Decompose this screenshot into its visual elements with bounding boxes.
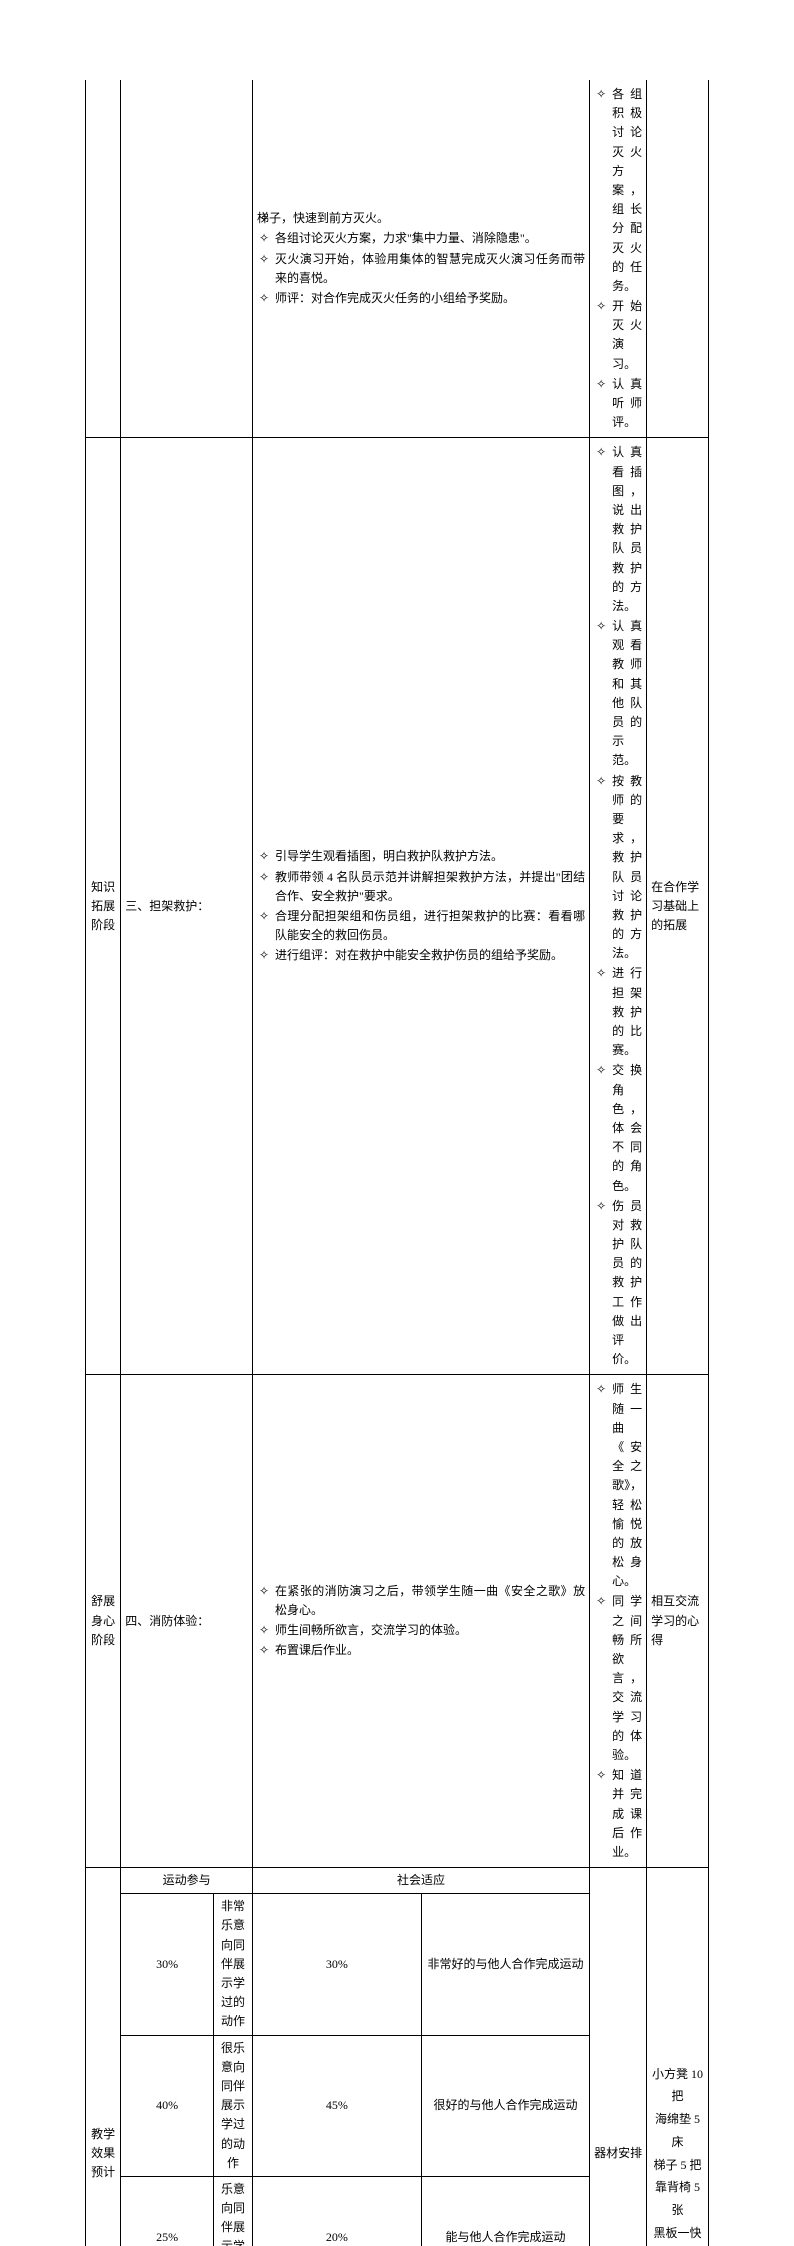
ex-c3-2: 合理分配担架组和伤员组，进行担架救护的比赛：看看哪队能安全的救回伤员。 xyxy=(275,907,585,945)
ef0-t1: 非常乐意向同伴展示学过的动作 xyxy=(213,1894,252,2035)
row-expand: 知识拓展阶段 三、担架救护： 引导学生观看插图，明白救护队救护方法。 教师带领 … xyxy=(86,438,709,1375)
ef2-p2: 20% xyxy=(253,2176,422,2246)
relax-student: 师生随一曲《安全之歌》，轻松愉悦的放松身心。 同学之间畅所欲言，交流学习的体验。… xyxy=(590,1375,647,1868)
expand-teacher: 引导学生观看插图，明白救护队救护方法。 教师带领 4 名队员示范并讲解担架救护方… xyxy=(253,438,590,1375)
relax-teacher: 在紧张的消防演习之后，带领学生随一曲《安全之歌》放松身心。 师生间畅所欲言，交流… xyxy=(253,1375,590,1868)
eq-3: 靠背椅 5 张 xyxy=(651,2176,704,2222)
prev-c3-1: 各组讨论灭火方案，力求"集中力量、消除隐患"。 xyxy=(275,229,585,248)
eq-4: 黑板一快 xyxy=(651,2222,704,2245)
ex-c4-5: 伤员对救护队员的救护工作做出评价。 xyxy=(612,1197,642,1370)
relax-stage: 舒展身心阶段 xyxy=(86,1375,121,1868)
effect-header-row: 教学效果预计 运动参与 社会适应 器材安排 小方凳 10 把 海绵垫 5 床 梯… xyxy=(86,1868,709,1894)
ex-c4-1: 认真观看教师和其他队员的示范。 xyxy=(612,617,642,771)
ex-c3-3: 进行组评：对在救护中能安全救护伤员的组给予奖励。 xyxy=(275,946,585,965)
ex-c3-1: 教师带领 4 名队员示范并讲解担架救护方法，并提出"团结合作、安全救护"要求。 xyxy=(275,868,585,906)
lesson-table: 梯子，快速到前方灭火。 各组讨论灭火方案，力求"集中力量、消除隐患"。 灭火演习… xyxy=(85,80,709,2246)
ef1-t1: 很乐意向同伴展示学过的动作 xyxy=(213,2035,252,2176)
ef1-p2: 45% xyxy=(253,2035,422,2176)
ex-c4-2: 按教师的要求，救护队员讨论救护的方法。 xyxy=(612,772,642,964)
rl-c4-0: 师生随一曲《安全之歌》，轻松愉悦的放松身心。 xyxy=(612,1380,642,1591)
ef1-t2: 很好的与他人合作完成运动 xyxy=(421,2035,589,2176)
prev-title xyxy=(121,80,253,438)
ef2-t2: 能与他人合作完成运动 xyxy=(421,2176,589,2246)
relax-title: 四、消防体验： xyxy=(121,1375,253,1868)
ex-c3-0: 引导学生观看插图，明白救护队救护方法。 xyxy=(275,847,585,866)
prev-c4-1: 开始灭火演习。 xyxy=(612,297,642,374)
ef2-t1: 乐意向同伴展示学过的动作 xyxy=(213,2176,252,2246)
prev-c3-3: 师评：对合作完成灭火任务的小组给予奖励。 xyxy=(275,289,585,308)
row-prev: 梯子，快速到前方灭火。 各组讨论灭火方案，力求"集中力量、消除隐患"。 灭火演习… xyxy=(86,80,709,438)
rl-c3-1: 师生间畅所欲言，交流学习的体验。 xyxy=(275,1621,585,1640)
prev-c4-2: 认真听师评。 xyxy=(612,375,642,433)
prev-teacher: 梯子，快速到前方灭火。 各组讨论灭火方案，力求"集中力量、消除隐患"。 灭火演习… xyxy=(253,80,590,438)
expand-note: 在合作学习基础上的拓展 xyxy=(647,438,709,1375)
ef2-p1: 25% xyxy=(121,2176,214,2246)
ef0-t2: 非常好的与他人合作完成运动 xyxy=(421,1894,589,2035)
prev-note xyxy=(647,80,709,438)
prev-c3-2: 灭火演习开始，体验用集体的智慧完成灭火演习任务而带来的喜悦。 xyxy=(275,250,585,288)
relax-note: 相互交流学习的心得 xyxy=(647,1375,709,1868)
page: 梯子，快速到前方灭火。 各组讨论灭火方案，力求"集中力量、消除隐患"。 灭火演习… xyxy=(0,0,794,1123)
eq-1: 海绵垫 5 床 xyxy=(651,2108,704,2154)
equipment-label: 器材安排 xyxy=(590,1868,647,2246)
ef0-p2: 30% xyxy=(253,1894,422,2035)
equipment-list: 小方凳 10 把 海绵垫 5 床 梯子 5 把 靠背椅 5 张 黑板一快 xyxy=(647,1868,709,2246)
rl-c4-2: 知道并完成课后作业。 xyxy=(612,1766,642,1862)
expand-title: 三、担架救护： xyxy=(121,438,253,1375)
expand-student: 认真看插图，说出救护队员救护的方法。 认真观看教师和其他队员的示范。 按教师的要… xyxy=(590,438,647,1375)
row-relax: 舒展身心阶段 四、消防体验： 在紧张的消防演习之后，带领学生随一曲《安全之歌》放… xyxy=(86,1375,709,1868)
rl-c3-2: 布置课后作业。 xyxy=(275,1641,585,1660)
prev-c3-0: 梯子，快速到前方灭火。 xyxy=(257,211,389,225)
effect-label: 教学效果预计 xyxy=(86,1868,121,2246)
effect-h-right: 社会适应 xyxy=(253,1868,590,1894)
prev-c4-0: 各组积极讨论灭火方案，组长分配灭火的任务。 xyxy=(612,85,642,296)
prev-stage xyxy=(86,80,121,438)
eq-0: 小方凳 10 把 xyxy=(651,2063,704,2109)
ef1-p1: 40% xyxy=(121,2035,214,2176)
rl-c3-0: 在紧张的消防演习之后，带领学生随一曲《安全之歌》放松身心。 xyxy=(275,1582,585,1620)
prev-student: 各组积极讨论灭火方案，组长分配灭火的任务。 开始灭火演习。 认真听师评。 xyxy=(590,80,647,438)
effect-h-left: 运动参与 xyxy=(121,1868,253,1894)
eq-2: 梯子 5 把 xyxy=(651,2154,704,2177)
expand-stage: 知识拓展阶段 xyxy=(86,438,121,1375)
ex-c4-3: 进行担架救护的比赛。 xyxy=(612,964,642,1060)
ex-c4-4: 交换角色，体会不同的角色。 xyxy=(612,1061,642,1195)
rl-c4-1: 同学之间畅所欲言，交流学习的体验。 xyxy=(612,1592,642,1765)
ef0-p1: 30% xyxy=(121,1894,214,2035)
ex-c4-0: 认真看插图，说出救护队员救护的方法。 xyxy=(612,443,642,616)
